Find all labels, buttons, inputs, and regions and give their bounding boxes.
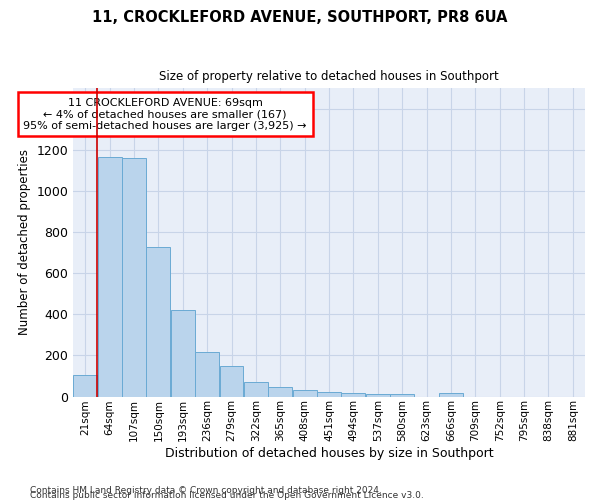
Bar: [390, 394, 414, 396]
Bar: [317, 392, 341, 396]
Bar: [293, 390, 317, 396]
Bar: [439, 394, 463, 396]
Y-axis label: Number of detached properties: Number of detached properties: [18, 150, 31, 336]
Bar: [341, 394, 365, 396]
Bar: [122, 158, 146, 396]
Bar: [268, 386, 292, 396]
Bar: [220, 366, 244, 396]
Text: 11 CROCKLEFORD AVENUE: 69sqm
← 4% of detached houses are smaller (167)
95% of se: 11 CROCKLEFORD AVENUE: 69sqm ← 4% of det…: [23, 98, 307, 131]
Bar: [171, 310, 194, 396]
Title: Size of property relative to detached houses in Southport: Size of property relative to detached ho…: [159, 70, 499, 83]
Bar: [146, 246, 170, 396]
Text: 11, CROCKLEFORD AVENUE, SOUTHPORT, PR8 6UA: 11, CROCKLEFORD AVENUE, SOUTHPORT, PR8 6…: [92, 10, 508, 25]
X-axis label: Distribution of detached houses by size in Southport: Distribution of detached houses by size …: [165, 447, 493, 460]
Bar: [98, 157, 122, 396]
Bar: [244, 382, 268, 396]
Bar: [195, 352, 219, 397]
Bar: [366, 394, 390, 396]
Text: Contains public sector information licensed under the Open Government Licence v3: Contains public sector information licen…: [30, 491, 424, 500]
Text: Contains HM Land Registry data © Crown copyright and database right 2024.: Contains HM Land Registry data © Crown c…: [30, 486, 382, 495]
Bar: [73, 375, 97, 396]
